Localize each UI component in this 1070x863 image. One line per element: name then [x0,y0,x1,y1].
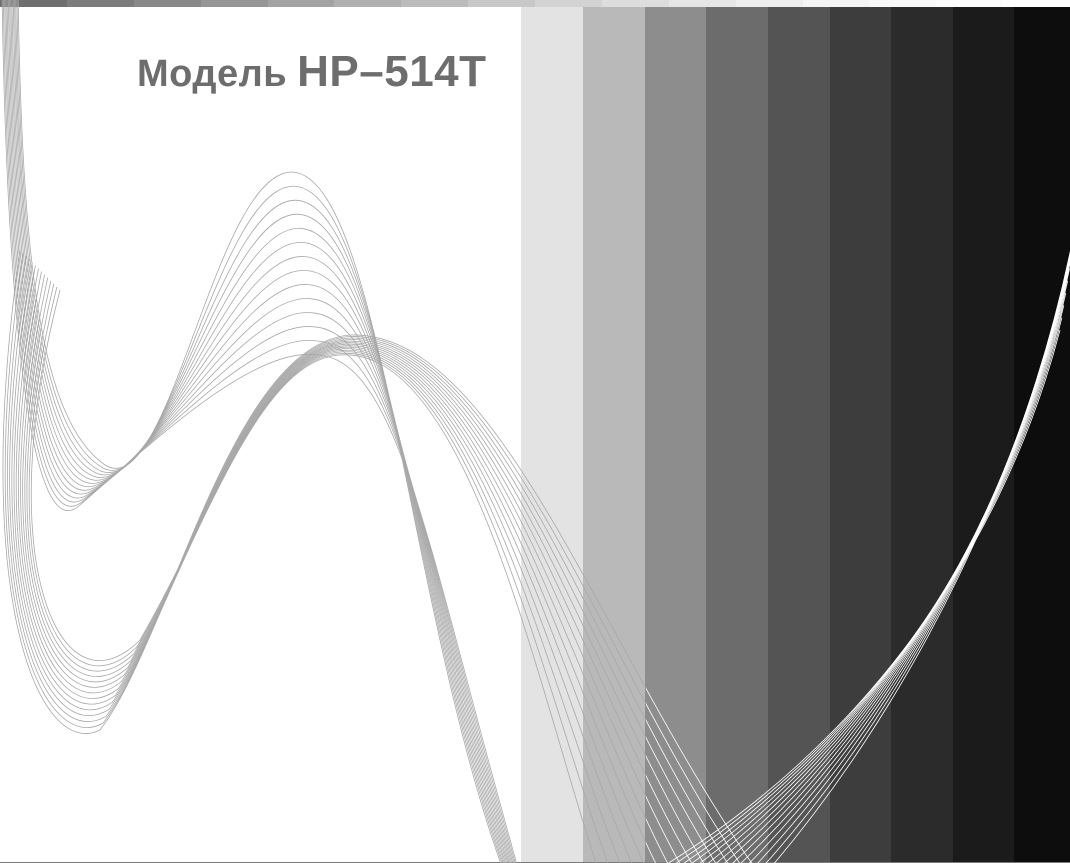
wave-line [17,271,646,821]
wave-line [646,736,717,863]
wave-line [757,252,1070,863]
wave-line [6,0,513,863]
grayscale-bands [521,7,1070,862]
wave-line [715,261,1070,863]
wave-line [646,841,657,863]
top-strip-segment [668,0,736,7]
wave-line [7,256,646,722]
wave-line [23,278,650,863]
wave-line [748,252,1070,863]
wave-line [646,687,753,863]
top-strip-segment [535,0,602,7]
wave-line [13,265,646,777]
wave-line [774,250,1070,863]
gray-band [706,7,768,862]
wave-line [675,317,1063,863]
wave-line [646,795,681,863]
wave-line [732,256,1070,863]
wave-line [699,280,1069,863]
wave-line [646,774,693,863]
top-strip-segment [936,0,1004,7]
top-strip-segment [267,0,335,7]
top-strip-segment [601,0,669,7]
wave-line [26,283,621,863]
model-title-word: Модель [137,53,288,95]
wave-line [9,259,646,739]
wave-line [691,293,1067,863]
wave-line [724,258,1070,863]
wave-line [17,0,502,863]
wave-line [4,253,646,728]
wave-line [18,0,505,863]
wave-line [707,268,1070,863]
wave-line [4,0,515,863]
top-strip-segment [802,0,870,7]
wave-line [12,0,507,863]
wave-line [20,274,646,844]
top-strip-segment [1003,0,1070,7]
top-strip-segment [401,0,469,7]
wave-line [9,0,510,863]
gray-band [891,7,953,862]
wave-line [11,262,646,758]
wave-line [2,249,646,734]
top-gradient-strip [0,0,1070,7]
top-strip-segment [66,0,134,7]
top-strip-segment [468,0,535,7]
wave-line [683,305,1065,863]
wave-line [740,254,1070,863]
model-title: Модель HP–514T [137,50,487,94]
top-strip-segment [0,0,67,7]
wave-line [667,329,1061,863]
top-strip-segment [133,0,201,7]
wave-line [7,0,511,863]
wave-line [24,280,633,863]
wave-line [15,0,504,863]
top-strip-segment [200,0,268,7]
wave-line [22,277,645,863]
gray-band [645,7,706,862]
gray-band [768,7,830,862]
wave-line [14,0,505,863]
model-title-number: HP–514T [297,47,487,96]
top-strip-segment [735,0,803,7]
wave-line [646,818,669,863]
wave-line [1,0,518,863]
wave-line [765,250,1070,863]
wave-line [15,268,646,798]
wave-line [29,287,612,863]
gray-band [521,7,583,862]
wave-line [31,290,600,863]
gray-band [953,7,1014,862]
top-strip-segment [869,0,937,7]
wave-line [11,0,508,863]
top-strip-segment [334,0,402,7]
wave-line [30,289,597,863]
wave-line [27,284,625,863]
wave-line [28,286,609,863]
gray-band [830,7,891,862]
